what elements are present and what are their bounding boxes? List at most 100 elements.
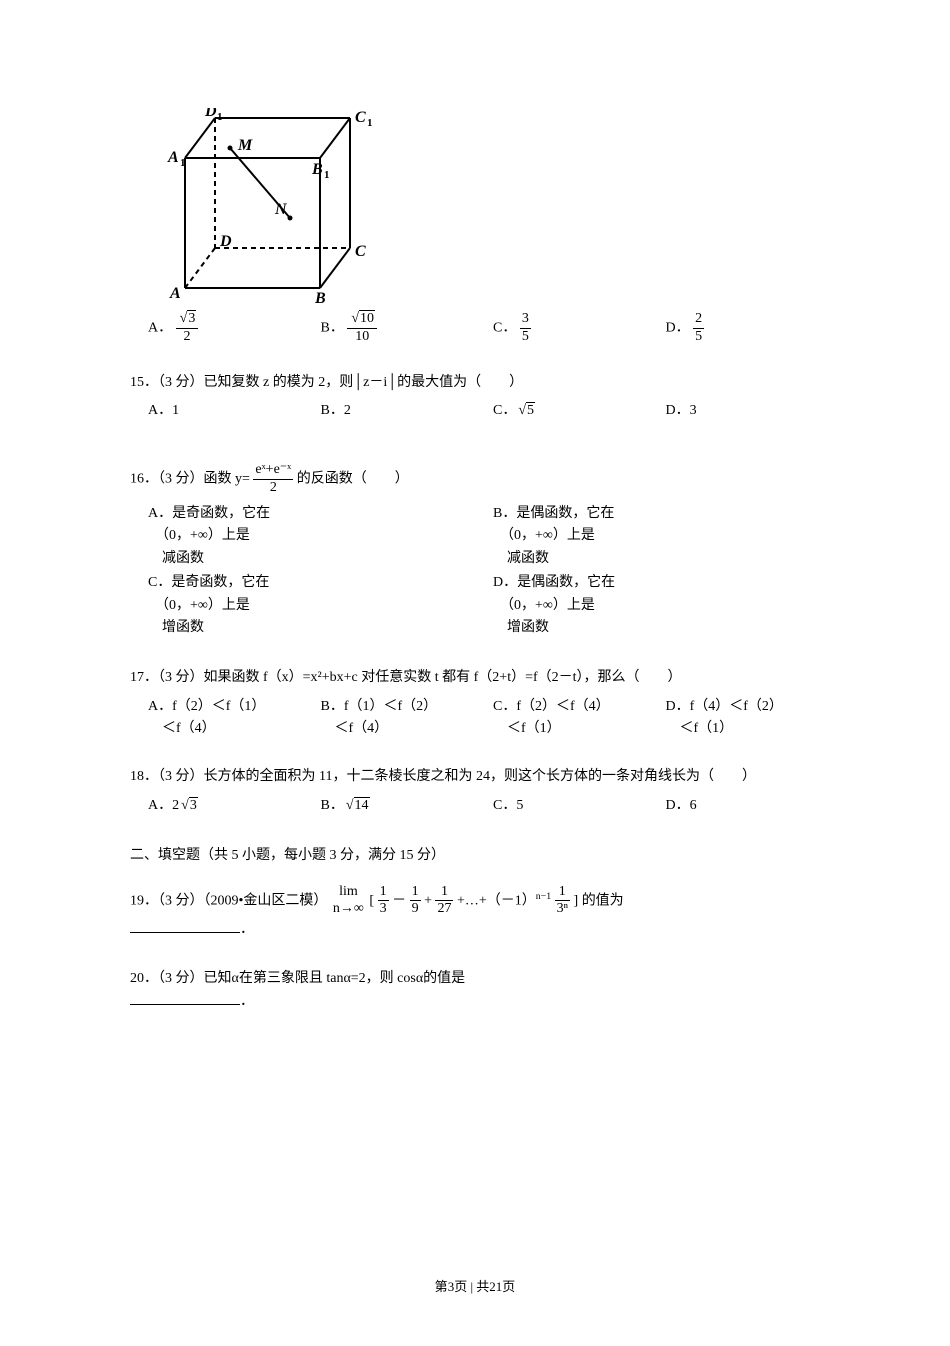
period: ． (240, 922, 254, 937)
frac-den: 3 (378, 901, 389, 918)
label-B1: B (311, 161, 323, 178)
choice-label: A． (148, 321, 172, 336)
q20-stem: 20．（3 分）已知α在第三象限且 tanα=2，则 cosα的值是 (130, 968, 820, 990)
q15: 15．（3 分）已知复数 z 的模为 2，则│z－i│的最大值为（ ） A．1 … (130, 372, 820, 423)
q18-choice-C: C．5 (493, 795, 666, 817)
line2: ＜f（4） (335, 721, 389, 736)
page: D1 C1 A1 B1 M N D C A B A． 32 B． 1010 (0, 0, 950, 1346)
q18-choice-A: A．23 (148, 795, 321, 817)
line2: ＜f（1） (507, 721, 561, 736)
line1: A．f（2）＜f（1） (148, 699, 265, 714)
choice-label: D． (666, 321, 690, 336)
q16: 16．（3 分）函数 y= eˣ+e⁻ˣ2 的反函数（ ） A．是奇函数，它在 … (130, 462, 820, 641)
stem-pre: 19．（3 分）（2009•金山区二模） (130, 893, 327, 908)
q17-choice-B: B．f（1）＜f（2） ＜f（4） (321, 696, 494, 741)
q19-blank: ． (130, 918, 820, 941)
label-C1: C (355, 109, 366, 126)
bracket-r: ] (574, 893, 579, 908)
cube-diagram: D1 C1 A1 B1 M N D C A B (160, 108, 820, 303)
choice-label: B． (321, 321, 344, 336)
frac-num: 1 (555, 884, 570, 902)
q17-choice-D: D．f（4）＜f（2） ＜f（1） (666, 696, 839, 741)
frac-den: 10 (347, 329, 377, 346)
frac-num: 1 (435, 884, 453, 902)
label-A1: A (167, 149, 179, 166)
q16-stem: 16．（3 分）函数 y= eˣ+e⁻ˣ2 的反函数（ ） (130, 462, 820, 497)
q17-choice-A: A．f（2）＜f（1） ＜f（4） (148, 696, 321, 741)
frac-den: 5 (520, 329, 531, 346)
line1: D．f（4）＜f（2） (666, 699, 783, 714)
frac-num: eˣ+e⁻ˣ (253, 462, 293, 480)
frac-num: 1 (410, 884, 421, 902)
q14-choice-B: B． 1010 (321, 311, 494, 346)
frac-den: 27 (435, 901, 453, 918)
blank-underline (130, 990, 240, 1005)
q17-stem: 17．（3 分）如果函数 f（x）=x²+bx+c 对任意实数 t 都有 f（2… (130, 667, 820, 689)
line1: B．f（1）＜f（2） (321, 699, 438, 714)
label-M: M (237, 137, 253, 154)
footer-total: 21 (489, 1279, 502, 1294)
op: + (424, 893, 432, 908)
choice-label: C． (493, 403, 516, 418)
svg-text:1: 1 (324, 169, 330, 181)
q18: 18．（3 分）长方体的全面积为 11，十二条棱长度之和为 24，则这个长方体的… (130, 766, 820, 817)
frac-den: 3ⁿ (555, 901, 570, 918)
line2: ＜f（1） (680, 721, 734, 736)
stem-pre: 16．（3 分）函数 y= (130, 472, 250, 487)
label-D: D (219, 233, 232, 250)
cube-svg: D1 C1 A1 B1 M N D C A B (160, 108, 385, 303)
frac-num: 3 (520, 311, 531, 329)
footer-mid: 页 | 共 (454, 1279, 489, 1294)
q16-choice-C: C．是奇函数，它在 （0，+∞）上是 增函数 (148, 572, 493, 639)
label-D1: D (204, 108, 217, 120)
period: ． (240, 994, 254, 1009)
q14-choice-D: D． 25 (666, 311, 839, 346)
svg-text:1: 1 (217, 111, 223, 123)
q20-blank: ． (130, 990, 820, 1013)
q14-choices: A． 32 B． 1010 C． 35 D． 25 (130, 311, 820, 346)
q19: 19．（3 分）（2009•金山区二模） limn→∞ [ 13 － 19 + … (130, 884, 820, 942)
svg-text:1: 1 (367, 117, 373, 129)
lim-bot: n→∞ (331, 901, 366, 918)
label-C: C (355, 243, 366, 260)
q16-choice-A: A．是奇函数，它在 （0，+∞）上是 减函数 (148, 503, 493, 570)
q16-choice-B: B．是偶函数，它在 （0，+∞）上是 减函数 (493, 503, 838, 570)
choice-label: B． (321, 798, 344, 813)
q15-choice-C: C．5 (493, 400, 666, 422)
section-2-header: 二、填空题（共 5 小题，每小题 3 分，满分 15 分） (130, 845, 820, 867)
q15-choice-D: D．3 (666, 400, 839, 422)
q15-choice-A: A．1 (130, 400, 321, 422)
q16-choice-D: D．是偶函数，它在 （0，+∞）上是 增函数 (493, 572, 838, 639)
page-footer: 第3页 | 共21页 (0, 1277, 950, 1298)
stem-post: 的反函数（ ） (297, 472, 409, 487)
op: － (392, 893, 406, 908)
q15-choice-B: B．2 (321, 400, 494, 422)
lim-top: lim (331, 884, 366, 901)
q15-stem: 15．（3 分）已知复数 z 的模为 2，则│z－i│的最大值为（ ） (130, 372, 820, 394)
frac-num: 1 (378, 884, 389, 902)
q14-choice-C: C． 35 (493, 311, 666, 346)
q18-choice-D: D．6 (666, 795, 839, 817)
q19-stem: 19．（3 分）（2009•金山区二模） limn→∞ [ 13 － 19 + … (130, 884, 820, 919)
frac-den: 5 (693, 329, 704, 346)
q14-choice-A: A． 32 (130, 311, 321, 346)
frac-den: 2 (253, 480, 293, 497)
dots: +…+（－1） (457, 893, 536, 908)
label-B: B (314, 290, 326, 303)
stem-post: 的值为 (582, 893, 624, 908)
choice-label: A． (148, 798, 172, 813)
label-A: A (169, 285, 181, 302)
q20: 20．（3 分）已知α在第三象限且 tanα=2，则 cosα的值是 ． (130, 968, 820, 1014)
q17: 17．（3 分）如果函数 f（x）=x²+bx+c 对任意实数 t 都有 f（2… (130, 667, 820, 740)
frac-den: 2 (176, 329, 199, 346)
footer-post: 页 (502, 1279, 515, 1294)
frac-num: 2 (693, 311, 704, 329)
q18-stem: 18．（3 分）长方体的全面积为 11，十二条棱长度之和为 24，则这个长方体的… (130, 766, 820, 788)
line1: C．f（2）＜f（4） (493, 699, 610, 714)
line2: ＜f（4） (162, 721, 216, 736)
label-N: N (274, 201, 288, 218)
choice-label: C． (493, 321, 516, 336)
exp: n−1 (536, 891, 551, 902)
footer-pre: 第 (435, 1279, 448, 1294)
blank-underline (130, 918, 240, 933)
